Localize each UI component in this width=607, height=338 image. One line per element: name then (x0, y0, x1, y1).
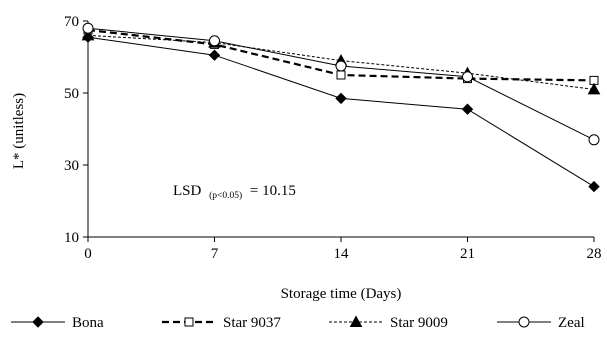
y-tick-label: 30 (64, 158, 79, 174)
x-tick-label: 7 (211, 246, 219, 262)
x-tick-label: 21 (460, 246, 475, 262)
legend-marker-zeal (518, 316, 530, 328)
legend-item-star-9009: Star 9009 (329, 315, 448, 331)
data-point-bona (588, 180, 600, 193)
y-tick-label: 50 (64, 86, 79, 102)
lsd-subscript: (p<0.05) (209, 190, 242, 201)
legend-marker-star-9009 (349, 315, 363, 327)
data-point-zeal (588, 134, 600, 146)
legend-item-bona: Bona (11, 315, 104, 331)
chart-series (81, 22, 601, 193)
x-axis-label: Storage time (Days) (281, 286, 402, 302)
data-point-star-9037 (336, 70, 346, 80)
chart-axes (87, 21, 594, 238)
y-tick-label: 70 (64, 14, 79, 30)
lsd-value: = 10.15 (250, 183, 296, 199)
chart-ticks: 10 30 50 70 0 7 14 21 28 (64, 14, 602, 262)
legend-item-star-9037: Star 9037 (162, 315, 281, 331)
data-point-star-9009 (81, 28, 95, 41)
data-point-bona (208, 49, 221, 61)
series-line-zeal (87, 27, 595, 141)
data-point-zeal (462, 71, 473, 83)
lsd-label: LSD (173, 183, 202, 199)
y-tick-label: 10 (64, 230, 79, 246)
chart-legend: Bona Star 9037 Star 9009 Zeal (11, 315, 585, 331)
x-tick-label: 28 (587, 246, 602, 262)
legend-item-zeal: Zeal (497, 315, 585, 331)
legend-marker-bona (32, 316, 44, 328)
data-point-bona (335, 92, 347, 105)
legend-label-star-9009: Star 9009 (390, 315, 448, 331)
y-axis-label: L* (unitless) (11, 93, 27, 169)
data-point-zeal (335, 60, 347, 72)
legend-label-star-9037: Star 9037 (223, 315, 281, 331)
legend-marker-star-9037 (184, 317, 194, 327)
legend-label-zeal: Zeal (558, 315, 585, 331)
data-point-star-9009 (587, 82, 601, 95)
x-tick-label: 14 (334, 246, 350, 262)
legend-label-bona: Bona (72, 315, 104, 331)
lsd-annotation: LSD (p<0.05) = 10.15 (173, 183, 296, 202)
x-tick-label: 0 (84, 246, 92, 262)
data-point-bona (461, 103, 474, 115)
data-point-zeal (82, 22, 94, 34)
series-zeal (82, 22, 600, 146)
data-point-zeal (209, 35, 220, 47)
